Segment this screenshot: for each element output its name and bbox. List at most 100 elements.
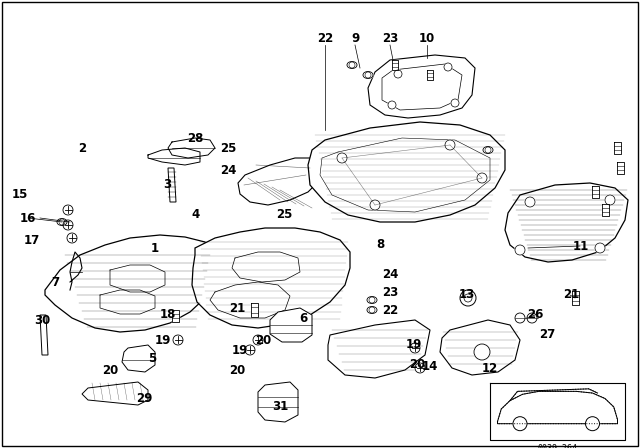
Circle shape [410, 343, 420, 353]
Polygon shape [40, 315, 48, 355]
Circle shape [245, 345, 255, 355]
Circle shape [451, 99, 459, 107]
Circle shape [349, 62, 355, 68]
Ellipse shape [363, 72, 373, 78]
Text: 0039-264: 0039-264 [538, 444, 577, 448]
Text: 26: 26 [527, 309, 543, 322]
Circle shape [337, 153, 347, 163]
Circle shape [477, 173, 487, 183]
Polygon shape [591, 186, 598, 198]
Polygon shape [45, 235, 218, 332]
Text: 19: 19 [232, 344, 248, 357]
Polygon shape [602, 204, 609, 216]
Polygon shape [440, 320, 520, 375]
Circle shape [63, 205, 73, 215]
Circle shape [370, 200, 380, 210]
Text: 6: 6 [299, 311, 307, 324]
Text: 1: 1 [151, 241, 159, 254]
Text: 28: 28 [187, 132, 203, 145]
Ellipse shape [347, 61, 357, 69]
Circle shape [515, 313, 525, 323]
Text: 24: 24 [220, 164, 236, 177]
Polygon shape [427, 70, 433, 80]
Circle shape [605, 195, 615, 205]
Polygon shape [238, 158, 325, 205]
Circle shape [365, 72, 371, 78]
Circle shape [67, 233, 77, 243]
Text: 2: 2 [78, 142, 86, 155]
Circle shape [474, 344, 490, 360]
Text: 29: 29 [136, 392, 152, 405]
Polygon shape [82, 382, 148, 405]
Text: 9: 9 [351, 31, 359, 44]
Text: 11: 11 [573, 240, 589, 253]
Text: 22: 22 [382, 303, 398, 316]
Text: 20: 20 [102, 363, 118, 376]
Text: 18: 18 [160, 309, 176, 322]
Text: 16: 16 [20, 211, 36, 224]
Circle shape [369, 297, 375, 303]
Polygon shape [308, 122, 505, 222]
Circle shape [460, 290, 476, 306]
Text: 20: 20 [229, 363, 245, 376]
Text: 20: 20 [409, 358, 425, 371]
Circle shape [586, 417, 600, 431]
Text: 31: 31 [272, 401, 288, 414]
Circle shape [525, 197, 535, 207]
Polygon shape [122, 345, 155, 372]
Polygon shape [258, 382, 298, 422]
Text: 17: 17 [24, 233, 40, 246]
Polygon shape [505, 183, 628, 262]
Text: 4: 4 [192, 207, 200, 220]
Text: 19: 19 [406, 339, 422, 352]
Circle shape [464, 294, 472, 302]
Ellipse shape [57, 219, 67, 225]
Polygon shape [172, 310, 179, 322]
Polygon shape [250, 303, 257, 317]
Text: 20: 20 [255, 333, 271, 346]
Circle shape [63, 220, 73, 230]
Text: 14: 14 [422, 361, 438, 374]
Circle shape [445, 140, 455, 150]
Text: 19: 19 [155, 333, 171, 346]
Circle shape [595, 243, 605, 253]
Ellipse shape [367, 306, 377, 314]
Text: 10: 10 [419, 31, 435, 44]
Text: 23: 23 [382, 285, 398, 298]
Circle shape [527, 313, 537, 323]
Circle shape [515, 245, 525, 255]
Circle shape [388, 101, 396, 109]
Text: 27: 27 [539, 328, 555, 341]
Text: 25: 25 [276, 208, 292, 221]
Ellipse shape [367, 297, 377, 303]
Text: 7: 7 [51, 276, 59, 289]
Text: 24: 24 [382, 268, 398, 281]
Text: 21: 21 [563, 289, 579, 302]
Text: 8: 8 [376, 238, 384, 251]
Polygon shape [192, 228, 350, 328]
Circle shape [253, 335, 263, 345]
Text: 30: 30 [34, 314, 50, 327]
Text: 22: 22 [317, 31, 333, 44]
Text: 25: 25 [220, 142, 236, 155]
Polygon shape [572, 291, 579, 305]
Polygon shape [368, 55, 475, 118]
Circle shape [394, 70, 402, 78]
Circle shape [59, 219, 65, 225]
Text: 21: 21 [229, 302, 245, 314]
Polygon shape [392, 60, 398, 70]
Polygon shape [616, 162, 623, 174]
Polygon shape [328, 320, 430, 378]
Polygon shape [614, 142, 621, 154]
Circle shape [369, 307, 375, 313]
Text: 15: 15 [12, 189, 28, 202]
Text: 23: 23 [382, 31, 398, 44]
Polygon shape [168, 168, 176, 202]
Circle shape [415, 363, 425, 373]
Circle shape [513, 417, 527, 431]
Circle shape [485, 147, 491, 153]
Ellipse shape [483, 146, 493, 154]
Text: 13: 13 [459, 289, 475, 302]
Circle shape [444, 63, 452, 71]
Polygon shape [270, 308, 312, 342]
